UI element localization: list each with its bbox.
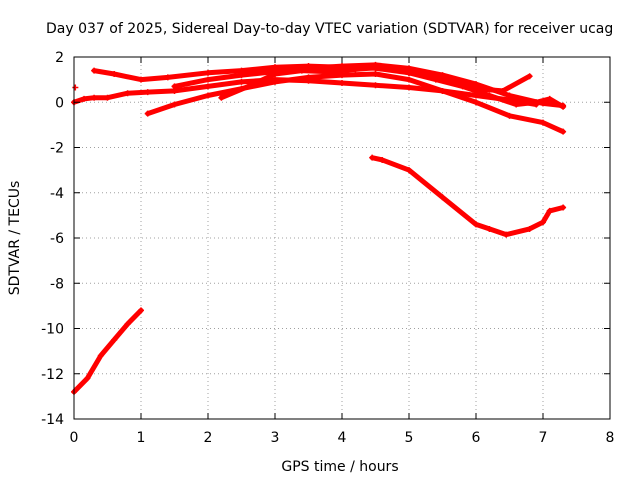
y-tick-label: 2 bbox=[55, 50, 64, 66]
data-point bbox=[238, 72, 245, 79]
x-tick-label: 7 bbox=[539, 430, 548, 446]
data-point bbox=[339, 72, 345, 79]
data-point bbox=[111, 70, 118, 77]
data-point bbox=[164, 74, 171, 81]
series-arc-h bbox=[72, 84, 79, 91]
data-point bbox=[218, 94, 225, 101]
data-point bbox=[352, 66, 359, 73]
y-tick-label: 0 bbox=[55, 95, 64, 111]
data-point bbox=[91, 67, 98, 74]
x-tick-label: 6 bbox=[472, 430, 481, 446]
data-point bbox=[339, 80, 345, 87]
data-point bbox=[369, 154, 376, 161]
data-point bbox=[459, 83, 466, 90]
data-point bbox=[111, 336, 118, 343]
y-tick-label: -8 bbox=[50, 276, 64, 292]
data-point bbox=[513, 101, 520, 108]
data-point bbox=[560, 103, 567, 110]
data-point bbox=[506, 92, 513, 99]
data-point bbox=[546, 207, 553, 214]
data-point bbox=[379, 64, 386, 71]
data-point bbox=[439, 87, 446, 94]
data-point bbox=[526, 225, 533, 232]
data-point bbox=[379, 156, 386, 163]
data-point bbox=[406, 69, 412, 76]
data-point bbox=[439, 72, 446, 79]
data-point bbox=[124, 320, 131, 327]
data-point bbox=[124, 90, 131, 97]
data-point bbox=[97, 352, 104, 359]
chart-title: Day 037 of 2025, Sidereal Day-to-day VTE… bbox=[46, 21, 613, 37]
data-point bbox=[171, 101, 178, 108]
x-tick-label: 3 bbox=[271, 430, 280, 446]
x-tick-label: 0 bbox=[70, 430, 79, 446]
y-tick-label: -6 bbox=[50, 231, 64, 247]
data-point bbox=[171, 83, 178, 90]
data-point bbox=[526, 73, 533, 80]
data-point bbox=[560, 128, 567, 135]
y-tick-label: -2 bbox=[50, 141, 64, 157]
data-point bbox=[540, 119, 546, 126]
data-point bbox=[205, 76, 211, 83]
axis-ticks: 0 1 2 3 4 5 6 7 8 -14 -12 -10 -8 -6 -4 -2 0 2 bbox=[41, 50, 614, 446]
data-point bbox=[205, 83, 211, 90]
y-tick-label: -14 bbox=[41, 412, 64, 428]
data-point bbox=[305, 74, 312, 81]
data-point bbox=[84, 375, 91, 382]
x-tick-label: 2 bbox=[204, 430, 213, 446]
series-arc-g bbox=[71, 307, 144, 395]
data-point bbox=[138, 307, 144, 314]
data-point bbox=[406, 167, 412, 174]
data-point bbox=[238, 78, 245, 85]
data-point bbox=[245, 83, 252, 90]
y-axis-label: SDTVAR / TECUs bbox=[7, 181, 23, 296]
data-point bbox=[91, 94, 98, 101]
data-point bbox=[72, 84, 79, 91]
data-point bbox=[272, 70, 278, 77]
data-point bbox=[81, 95, 88, 102]
data-point bbox=[205, 69, 211, 76]
y-tick-label: -12 bbox=[41, 367, 64, 383]
y-tick-label: -10 bbox=[41, 322, 64, 338]
data-point bbox=[533, 99, 540, 106]
data-point bbox=[406, 76, 412, 83]
data-point bbox=[439, 194, 446, 201]
data-point bbox=[473, 221, 479, 228]
data-point bbox=[432, 76, 439, 83]
data-point bbox=[540, 219, 546, 226]
x-tick-label: 4 bbox=[338, 430, 347, 446]
series-line bbox=[71, 307, 144, 395]
data-point bbox=[546, 95, 553, 102]
data-point bbox=[372, 70, 379, 77]
data-point bbox=[473, 99, 479, 106]
data-point bbox=[503, 231, 510, 238]
data-point bbox=[298, 67, 305, 74]
series-arc-e bbox=[218, 64, 567, 110]
data-point bbox=[560, 204, 567, 211]
x-axis-label: GPS time / hours bbox=[281, 459, 398, 475]
series-arc-f bbox=[369, 154, 567, 238]
series-line bbox=[145, 71, 566, 135]
series-line bbox=[369, 155, 566, 238]
x-tick-label: 5 bbox=[405, 430, 414, 446]
data-point bbox=[144, 89, 151, 96]
x-tick-label: 1 bbox=[137, 430, 146, 446]
data-point bbox=[104, 94, 111, 101]
data-point bbox=[138, 76, 144, 83]
series-layer bbox=[71, 61, 567, 395]
data-point bbox=[406, 84, 412, 91]
data-point bbox=[473, 81, 479, 88]
data-point bbox=[272, 78, 278, 85]
y-tick-label: -4 bbox=[50, 186, 64, 202]
data-point bbox=[486, 92, 493, 99]
x-tick-label: 8 bbox=[606, 430, 615, 446]
data-point bbox=[506, 112, 513, 119]
data-point bbox=[325, 68, 332, 75]
data-point bbox=[372, 82, 379, 89]
data-point bbox=[486, 225, 493, 232]
grid bbox=[74, 57, 610, 419]
data-point bbox=[205, 92, 211, 99]
data-point bbox=[144, 110, 151, 117]
